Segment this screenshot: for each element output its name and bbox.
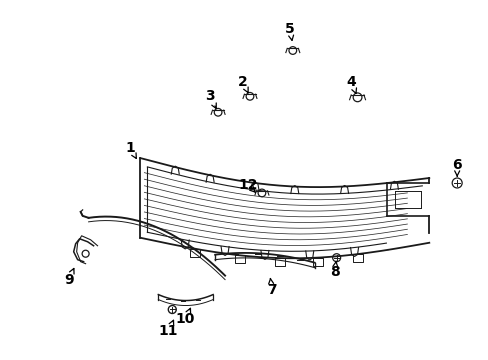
Text: 6: 6 (451, 158, 461, 172)
Text: 4: 4 (346, 75, 356, 89)
Text: 12: 12 (238, 178, 257, 192)
Text: 9: 9 (64, 273, 73, 287)
Text: 5: 5 (285, 22, 294, 36)
Text: 3: 3 (205, 89, 215, 103)
Text: 7: 7 (266, 283, 276, 297)
Text: 8: 8 (329, 265, 339, 279)
Text: 11: 11 (158, 324, 178, 338)
Text: 1: 1 (125, 141, 135, 155)
Text: 10: 10 (175, 312, 195, 327)
Text: 2: 2 (238, 75, 247, 89)
